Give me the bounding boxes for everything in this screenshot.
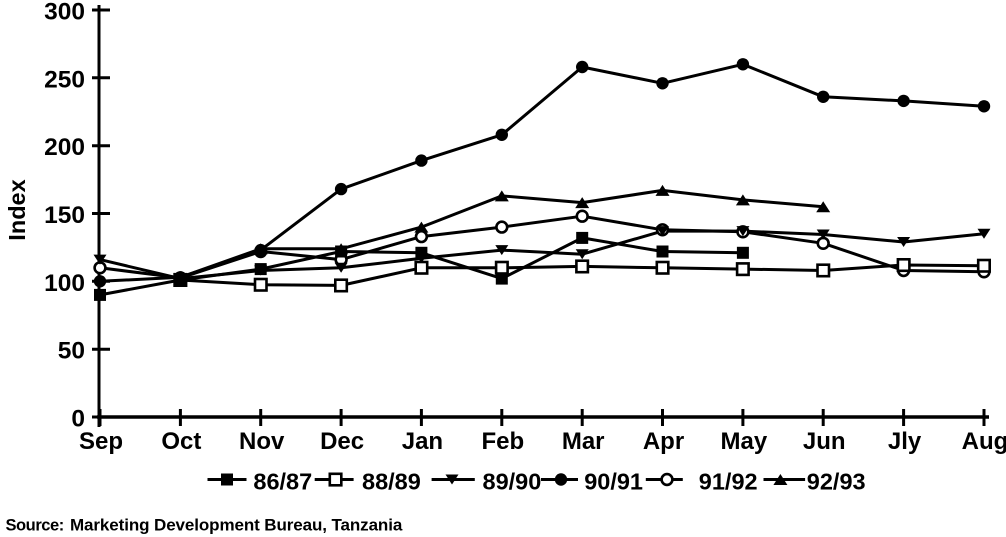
svg-text:Jun: Jun xyxy=(803,428,846,455)
svg-text:86/87: 86/87 xyxy=(253,469,312,495)
svg-text:88/89: 88/89 xyxy=(362,469,421,495)
svg-text:Marketing Development Bureau,: Marketing Development Bureau, Tanzania xyxy=(70,516,403,535)
svg-text:89/90: 89/90 xyxy=(483,469,542,495)
svg-text:Mar: Mar xyxy=(562,428,605,455)
svg-text:200: 200 xyxy=(44,134,85,161)
svg-text:150: 150 xyxy=(44,202,85,229)
svg-text:Source:: Source: xyxy=(6,517,64,535)
svg-text:92/93: 92/93 xyxy=(807,469,866,495)
svg-text:Jan: Jan xyxy=(402,428,443,455)
svg-text:300: 300 xyxy=(44,0,85,26)
svg-text:0: 0 xyxy=(71,406,85,433)
svg-text:May: May xyxy=(721,428,768,455)
svg-text:Dec: Dec xyxy=(320,428,364,455)
svg-text:250: 250 xyxy=(44,66,85,93)
svg-text:100: 100 xyxy=(44,270,85,297)
svg-text:Index: Index xyxy=(4,179,30,240)
svg-text:90/91: 90/91 xyxy=(584,469,643,495)
svg-text:Sep: Sep xyxy=(79,428,123,455)
svg-text:Feb: Feb xyxy=(481,428,524,455)
svg-text:91/92: 91/92 xyxy=(699,469,758,495)
svg-text:Apr: Apr xyxy=(643,428,684,455)
svg-text:Oct: Oct xyxy=(161,428,201,455)
svg-text:Nov: Nov xyxy=(239,428,285,455)
svg-text:Aug: Aug xyxy=(962,428,1006,455)
svg-text:Jly: Jly xyxy=(888,428,922,455)
svg-text:50: 50 xyxy=(58,338,85,365)
